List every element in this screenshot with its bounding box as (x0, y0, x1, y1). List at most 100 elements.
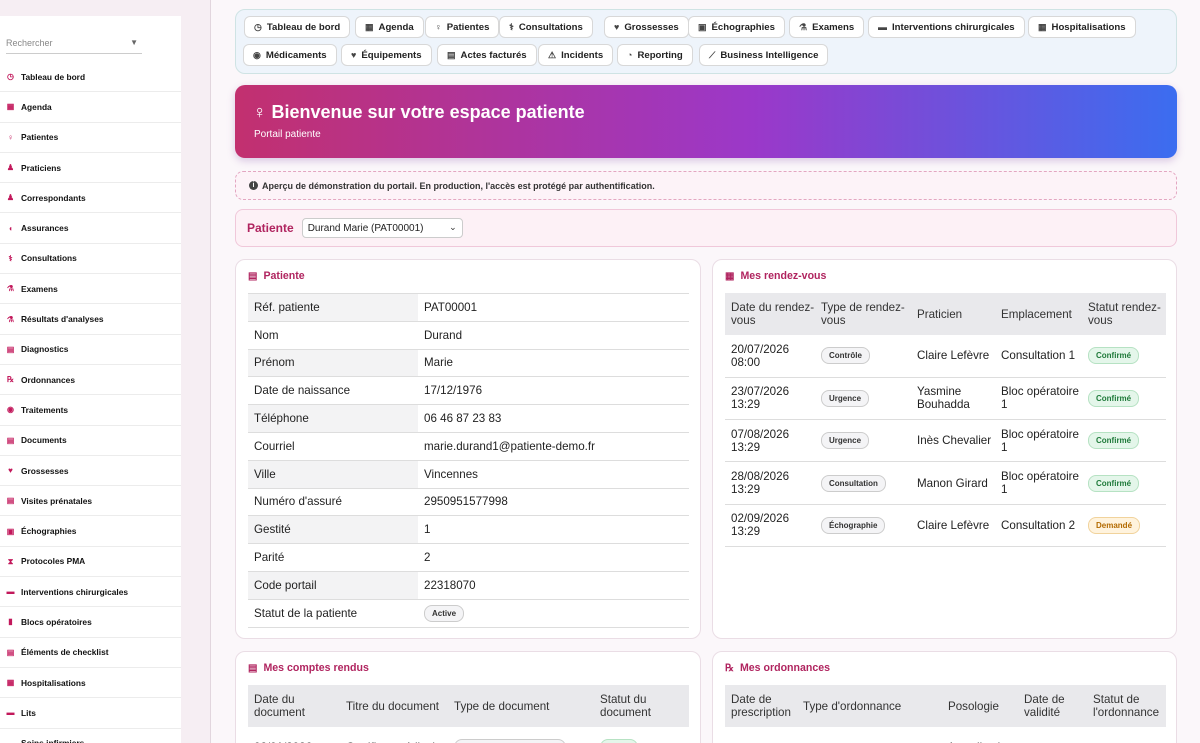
nav-button-label: Incidents (561, 49, 604, 61)
sidebar-item[interactable]: ◖ Assurances (0, 213, 181, 244)
card-title: ℞ Mes ordonnances (725, 662, 831, 674)
column-header: Titre du document (340, 685, 448, 727)
table-row: 20/07/2026 08:00 Contrôle Claire Lefèvre Co… (725, 335, 1166, 378)
prescriptions-table: Date de prescription Type d'ordonnance Pos… (725, 685, 1166, 743)
nav-button[interactable]: ⟋ Business Intelligence (699, 44, 829, 66)
column-header: Statut de l'ordonnance (1087, 685, 1166, 727)
sidebar-item[interactable]: ▣ Échographies (0, 516, 181, 547)
sidebar-item[interactable]: ▬ Lits (0, 698, 181, 729)
table-row: Numéro d'assuré 2950951577998 (248, 488, 689, 517)
nav-button[interactable]: ⚕ Consultations (499, 16, 593, 38)
nav-button[interactable]: ⚗ Examens (789, 16, 865, 38)
table-row: Nom Durand (248, 321, 689, 350)
prescription-icon: ℞ (6, 375, 15, 385)
nav-button[interactable]: ▣ Échographies (688, 16, 785, 38)
sidebar-item[interactable]: ⚗ Examens (0, 274, 181, 305)
nav-button[interactable]: ▬ Interventions chirurgicales (868, 16, 1025, 38)
stethoscope-icon: ⚕ (8, 253, 13, 263)
nav-button[interactable]: ◔ Reporting (617, 44, 693, 66)
status-badge: Active (424, 604, 465, 622)
nav-button-label: Tableau de bord (266, 21, 341, 33)
sidebar-item-label: Patientes (21, 132, 59, 143)
table-cell: Consultation (815, 461, 911, 505)
sidebar-item-label: Protocoles PMA (21, 556, 86, 567)
nav-button[interactable]: ▦ Hospitalisations (1028, 16, 1136, 38)
status-badge: Demandé (1088, 516, 1141, 534)
sidebar-item[interactable]: ▤ Visites prénatales (0, 486, 181, 517)
sidebar-item[interactable]: ♟ Correspondants (0, 183, 181, 214)
field-label: Prénom (248, 349, 418, 378)
sidebar-item-label: Éléments de checklist (21, 647, 109, 658)
nav-button[interactable]: ♀ Patientes (425, 16, 500, 38)
nav-button-label: Médicaments (265, 49, 327, 61)
field-label: Parité (248, 543, 418, 572)
table-cell: Inès Chevalier (911, 419, 995, 463)
notes-icon: ▤ (6, 496, 15, 506)
prescription-icon: ℞ (725, 662, 734, 674)
nav-button[interactable]: ▤ Actes facturés (437, 44, 537, 66)
nav-button[interactable]: ◉ Médicaments (243, 44, 337, 66)
line-chart-icon: ⟋ (709, 49, 716, 60)
cell-text: Consultation 2 (1001, 518, 1076, 532)
contact-icon: ♟ (6, 193, 15, 203)
sidebar-item[interactable]: ⚗ Résultats d'analyses (0, 304, 181, 335)
stethoscope-icon: ⚕ (509, 21, 514, 32)
sidebar-item[interactable]: ⧗ Protocoles PMA (0, 547, 181, 578)
field-value: Active (418, 599, 689, 628)
sidebar-item-label: Diagnostics (21, 344, 69, 355)
field-value: 22318070 (418, 571, 689, 600)
welcome-banner: ♀ Bienvenue sur votre espace patiente Po… (235, 85, 1177, 158)
sidebar-item[interactable]: ▤ Documents (0, 426, 181, 456)
sidebar-item-label: Examens (21, 283, 58, 294)
sidebar-item[interactable]: ⚕ Consultations (0, 244, 181, 275)
sidebar-item-label: Tableau de bord (21, 71, 86, 82)
table-cell: 1 application (942, 727, 1018, 743)
table-row: Date de naissance 17/12/1976 (248, 376, 689, 406)
sidebar-item[interactable]: ℞ Ordonnances (0, 365, 181, 396)
sidebar-item-label: Documents (21, 435, 67, 446)
demo-notice: i Aperçu de démonstration du portail. En… (235, 171, 1177, 200)
table-cell: Claire Lefèvre (911, 504, 995, 547)
patient-select[interactable]: Durand Marie (PAT00001) ⌄ (301, 218, 463, 238)
sidebar-item[interactable]: ▦ Hospitalisations (0, 668, 181, 699)
dna-icon: ⧗ (7, 556, 14, 566)
sidebar-item[interactable]: ▬ Interventions chirurgicales (0, 577, 181, 608)
column-header: Type de rendez-vous (815, 293, 911, 335)
status-badge: Urgence (821, 432, 870, 450)
sidebar-item[interactable]: ▬ Soins infirmiers (0, 729, 181, 743)
sidebar-item-label: Hospitalisations (21, 677, 86, 688)
sidebar-item[interactable]: ◉ Traitements (0, 395, 181, 426)
cell-text: Bloc opératoire 1 (1001, 470, 1079, 497)
table-cell: Claire Lefèvre (911, 335, 995, 378)
sidebar-item[interactable]: ▮ Blocs opératoires (0, 607, 181, 638)
sidebar-item[interactable]: ♀ Patientes (0, 123, 181, 153)
sidebar-item[interactable]: ▤ Éléments de checklist (0, 638, 181, 668)
sidebar-item[interactable]: ◷ Tableau de bord (0, 62, 181, 93)
sidebar-item-label: Ordonnances (21, 374, 75, 385)
sidebar-item-label: Traitements (21, 404, 69, 415)
sidebar-item[interactable]: ♟ Praticiens (0, 153, 181, 184)
nav-button[interactable]: ▦ Agenda (355, 16, 424, 38)
cell-text: 28/08/2026 13:29 (731, 470, 790, 497)
field-label: Ville (248, 460, 418, 489)
female-icon: ♀ (435, 22, 442, 32)
nav-button[interactable]: ◷ Tableau de bord (244, 16, 351, 38)
field-label: Date de naissance (248, 376, 418, 406)
field-value: 17/12/1976 (418, 376, 689, 406)
table-header-row: Date du document Titre du document Type de… (248, 685, 689, 727)
status-badge: Confirmé (1088, 347, 1140, 365)
sidebar-item[interactable]: ♥ Grossesses (0, 456, 181, 487)
sidebar-item[interactable]: ▤ Diagnostics (0, 335, 181, 365)
nav-button[interactable]: ⚠ Incidents (538, 44, 614, 66)
table-header-row: Date de prescription Type d'ordonnance Pos… (725, 685, 1166, 727)
nurse-icon: ▬ (6, 739, 15, 743)
sidebar-nav: ◷ Tableau de bord ▦ Agenda ♀ Patientes ♟ Pratic… (0, 62, 181, 743)
table-row: 23/07/2026 13:29 Urgence Yasmine Bouhadda B… (725, 377, 1166, 421)
nav-button[interactable]: ♥ Grossesses (604, 16, 689, 38)
reports-table: Date du document Titre du document Type de… (248, 685, 689, 743)
nav-button[interactable]: ♥ Équipements (341, 44, 432, 66)
sidebar-search-input[interactable]: Rechercher ▼ (6, 34, 142, 54)
field-value: Marie (418, 349, 689, 378)
column-header: Emplacement (995, 293, 1082, 335)
sidebar-item[interactable]: ▦ Agenda (0, 92, 181, 123)
